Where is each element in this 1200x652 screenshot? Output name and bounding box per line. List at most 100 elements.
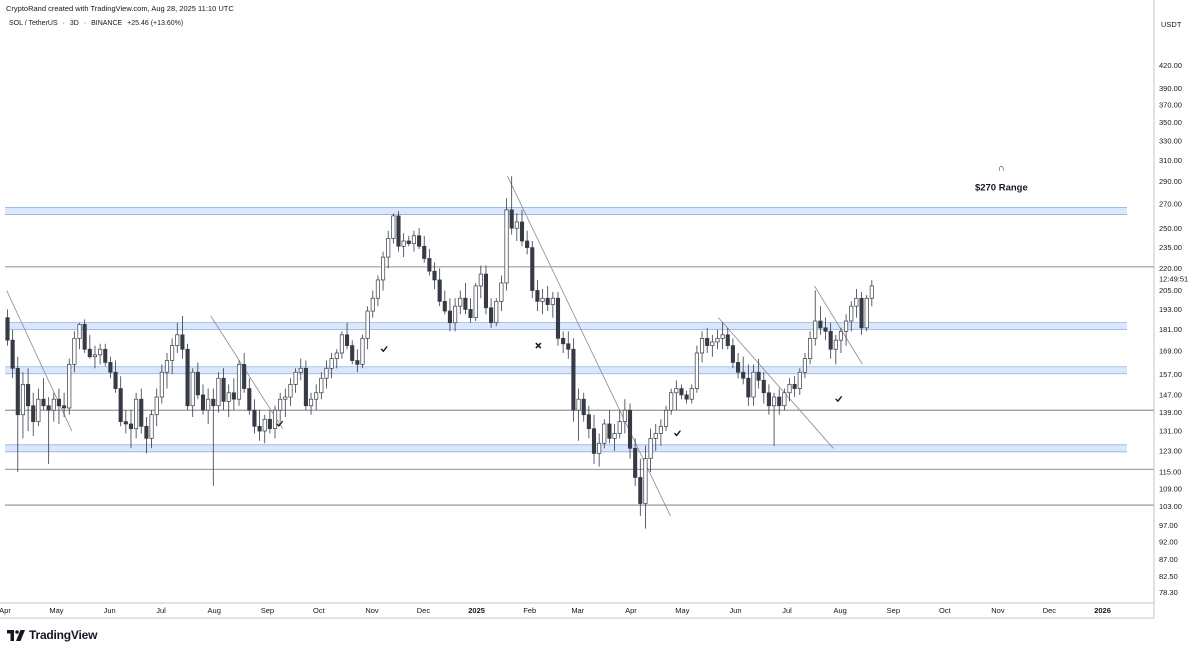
candle-body — [149, 414, 154, 439]
candle-body — [267, 418, 272, 430]
candle — [736, 352, 741, 379]
candle-body — [833, 339, 838, 350]
candle-body — [15, 367, 20, 416]
candle — [509, 176, 514, 235]
candle-body — [694, 352, 699, 389]
candle — [607, 410, 612, 444]
candle — [756, 358, 761, 389]
candle-body — [329, 358, 334, 369]
candle-body — [813, 320, 818, 339]
candle-body — [5, 317, 10, 341]
time-tick-label: Apr — [625, 606, 637, 615]
candle-body — [144, 425, 149, 439]
candle — [396, 211, 401, 252]
candle-body — [643, 458, 648, 504]
candle — [417, 228, 422, 249]
candle — [540, 288, 545, 315]
candle-body — [262, 418, 267, 432]
candle — [355, 349, 360, 373]
candle-body — [612, 433, 617, 439]
tradingview-brand[interactable]: TradingView — [7, 628, 97, 642]
candle — [236, 360, 242, 406]
candle-body — [782, 392, 787, 407]
candle — [293, 368, 298, 393]
candle — [432, 262, 437, 289]
candle — [10, 329, 15, 379]
candle — [128, 410, 134, 449]
candle — [561, 331, 566, 353]
candle-body — [216, 377, 221, 407]
candle — [730, 338, 735, 369]
candle-body — [375, 279, 380, 299]
candle-body — [298, 367, 303, 373]
candle-body — [77, 324, 82, 339]
candle-body — [350, 345, 355, 361]
candle-body — [108, 362, 113, 373]
candle — [401, 233, 406, 258]
candle-body — [411, 235, 416, 244]
candle — [442, 290, 447, 315]
price-tick-label: 92.00 — [1159, 538, 1178, 547]
candlesticks — [5, 176, 874, 529]
candle — [751, 364, 756, 406]
candle-body — [46, 405, 51, 411]
candle-body — [468, 309, 473, 319]
candle-body — [236, 364, 242, 400]
candle — [802, 352, 807, 379]
candle-body — [463, 297, 468, 310]
candle-body — [67, 364, 72, 409]
candle — [720, 322, 725, 350]
candle-body — [602, 423, 607, 444]
candle — [185, 343, 190, 411]
candle-body — [87, 348, 92, 358]
time-tick-label: Feb — [523, 606, 536, 615]
candle — [519, 209, 525, 247]
candle — [828, 322, 833, 359]
candle-body — [396, 215, 401, 247]
candle-body — [555, 297, 561, 339]
candle — [658, 419, 663, 446]
zone-band — [5, 322, 1127, 330]
candle — [206, 388, 211, 424]
candle-body — [504, 209, 509, 284]
candle — [689, 384, 694, 404]
candle — [170, 338, 175, 375]
candle — [87, 334, 92, 359]
candle — [622, 399, 627, 434]
candle-body — [180, 334, 185, 350]
candle-body — [818, 320, 823, 329]
candle — [761, 372, 766, 404]
candle — [535, 279, 540, 312]
candle — [612, 423, 617, 451]
candle — [51, 392, 56, 422]
price-tick-label: 310.00 — [1159, 156, 1182, 165]
candle-body — [736, 362, 741, 373]
candle — [272, 405, 278, 439]
candle — [741, 356, 746, 385]
candle-body — [339, 334, 344, 354]
candle-body — [453, 305, 458, 324]
candle — [869, 279, 874, 307]
candle-body — [31, 405, 36, 422]
candle-body — [540, 297, 545, 302]
candle-body — [437, 279, 442, 302]
candle-body — [669, 392, 674, 411]
axes: 420.00 390.00 370.00 350.00 330.00 310.00 290.… — [0, 0, 1188, 619]
candle-body — [627, 409, 633, 449]
price-tick-label: 103.00 — [1159, 502, 1182, 511]
candle-body — [72, 338, 77, 365]
symbol-name[interactable]: SOL / TetherUS — [9, 20, 58, 27]
candle-body — [26, 384, 31, 407]
candle — [303, 360, 308, 411]
time-tick-label: Oct — [939, 606, 952, 615]
price-tick-label: 97.00 — [1159, 521, 1178, 530]
candle — [530, 240, 535, 299]
trendline — [718, 317, 834, 449]
candle-body — [566, 343, 571, 350]
candle — [813, 290, 818, 346]
candle — [262, 414, 267, 444]
exchange-label: BINANCE — [91, 20, 123, 27]
candle-body — [777, 396, 782, 407]
interval-label[interactable]: 3D — [69, 20, 79, 27]
